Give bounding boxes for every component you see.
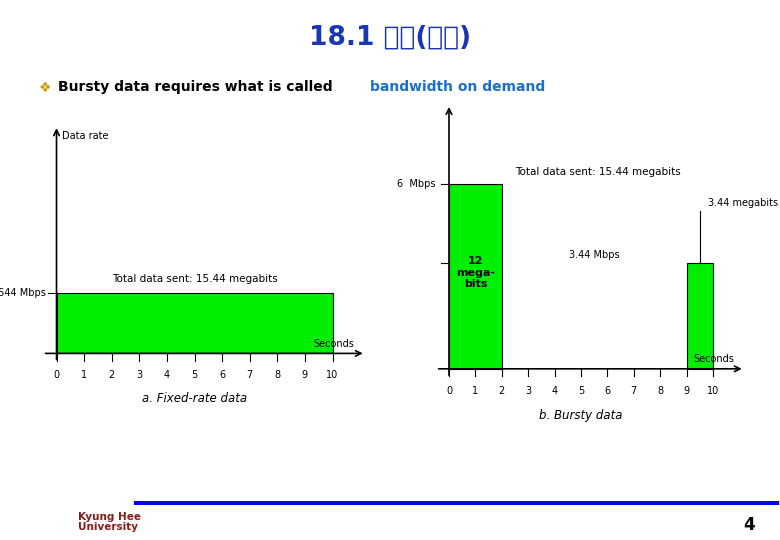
Text: a. Fixed-rate data: a. Fixed-rate data: [142, 393, 247, 406]
Text: Total data sent: 15.44 megabits: Total data sent: 15.44 megabits: [112, 274, 278, 285]
Text: 18.1 개요(계속): 18.1 개요(계속): [309, 24, 471, 50]
Text: bandwidth on demand: bandwidth on demand: [370, 80, 545, 94]
Text: Seconds: Seconds: [693, 354, 734, 364]
Bar: [686, 263, 713, 369]
Text: 1.544 Mbps: 1.544 Mbps: [0, 288, 45, 299]
Text: 4: 4: [551, 386, 558, 396]
Text: University: University: [78, 522, 138, 531]
Bar: [56, 293, 332, 353]
Text: Kyung Hee: Kyung Hee: [78, 512, 141, 522]
Text: 9: 9: [302, 370, 308, 380]
Text: 7: 7: [246, 370, 253, 380]
Bar: [449, 184, 502, 369]
Text: 0: 0: [54, 370, 59, 380]
Text: 12
mega-
bits: 12 mega- bits: [456, 256, 495, 289]
Text: 7: 7: [631, 386, 637, 396]
Text: 3.44 Mbps: 3.44 Mbps: [569, 250, 619, 260]
Text: 3: 3: [525, 386, 531, 396]
Text: 6: 6: [219, 370, 225, 380]
Text: Bursty data requires what is called: Bursty data requires what is called: [58, 80, 338, 94]
Text: 4: 4: [743, 516, 754, 534]
Text: 8: 8: [657, 386, 663, 396]
Text: 9: 9: [683, 386, 690, 396]
Text: 10: 10: [707, 386, 719, 396]
Text: 6: 6: [604, 386, 611, 396]
Text: b. Bursty data: b. Bursty data: [539, 409, 622, 422]
Text: 6  Mbps: 6 Mbps: [397, 179, 436, 189]
Text: 3: 3: [136, 370, 143, 380]
Text: ❖: ❖: [39, 80, 51, 94]
Text: 10: 10: [326, 370, 339, 380]
Text: 0: 0: [446, 386, 452, 396]
Text: 5: 5: [578, 386, 584, 396]
Text: Seconds: Seconds: [314, 339, 355, 349]
Text: Data rate: Data rate: [62, 131, 108, 141]
Text: 4: 4: [164, 370, 170, 380]
Text: 2: 2: [498, 386, 505, 396]
Text: 8: 8: [275, 370, 280, 380]
Text: 1: 1: [473, 386, 478, 396]
Text: 1: 1: [81, 370, 87, 380]
Text: Total data sent: 15.44 megabits: Total data sent: 15.44 megabits: [515, 167, 681, 177]
Text: 5: 5: [191, 370, 197, 380]
Text: 2: 2: [108, 370, 115, 380]
Text: 3.44 megabits: 3.44 megabits: [707, 198, 778, 207]
